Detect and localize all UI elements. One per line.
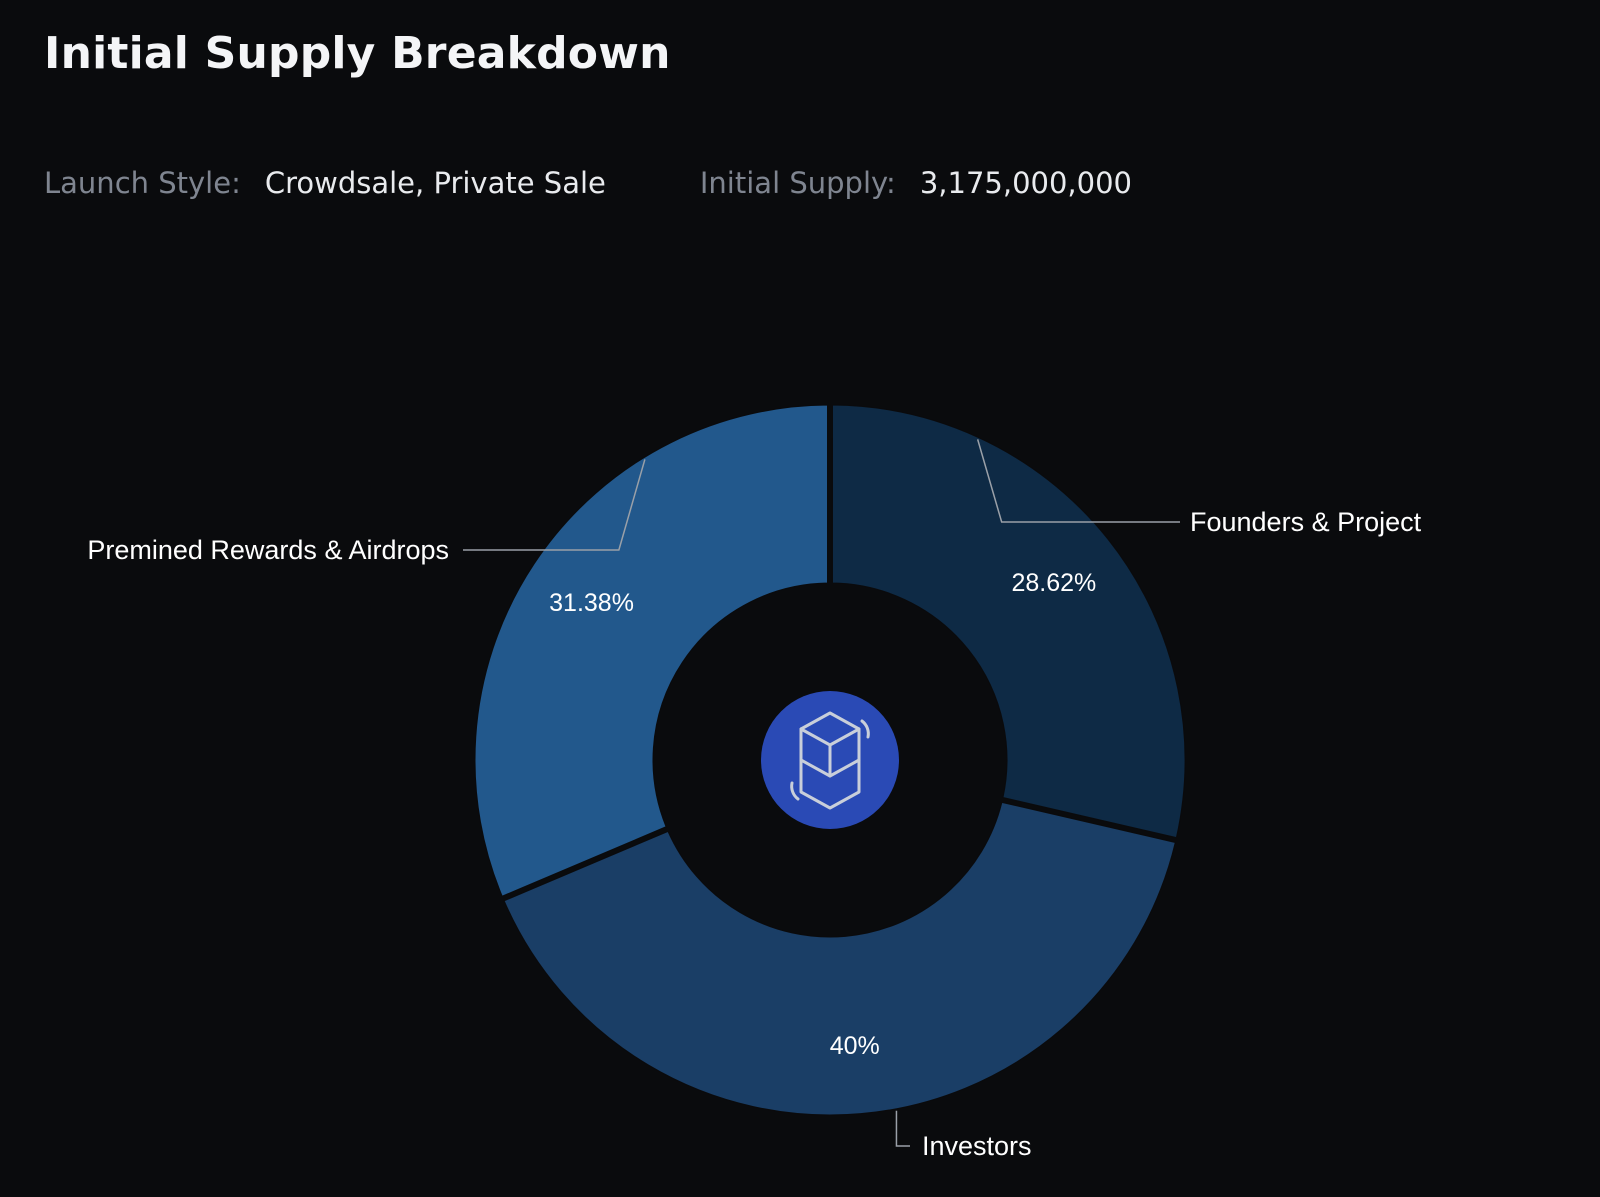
slice-founders-and-project[interactable] <box>832 404 1186 839</box>
percent-labels: 28.62% 40% 31.38% <box>549 569 1096 1060</box>
percent-label-founders-and-project: 28.62% <box>1011 569 1096 597</box>
category-label-investors: Investors <box>922 1131 1032 1161</box>
initial-supply-group: Initial Supply: 3,175,000,000 <box>700 166 1132 200</box>
launch-style-label: Launch Style: <box>44 166 241 200</box>
slice-investors[interactable] <box>503 801 1176 1116</box>
category-label-founders-and-project: Founders & Project <box>1190 507 1422 537</box>
launch-style-group: Launch Style: Crowdsale, Private Sale <box>44 166 606 200</box>
category-label-premined-rewards-and-airdrops: Premined Rewards & Airdrops <box>87 535 449 565</box>
slice-premined-rewards-and-airdrops[interactable] <box>474 404 828 897</box>
category-labels: Founders & Project Investors Premined Rewa… <box>87 507 1421 1161</box>
percent-label-investors: 40% <box>830 1032 880 1060</box>
leader-line-founders-and-project <box>976 439 1180 523</box>
leader-lines <box>463 439 1180 1147</box>
fantom-logo-icon <box>761 691 899 829</box>
initial-supply-value: 3,175,000,000 <box>919 166 1132 200</box>
leader-line-premined-rewards-and-airdrops <box>463 459 646 551</box>
fantom-cube-glyph <box>790 711 870 810</box>
page-title: Initial Supply Breakdown <box>44 28 671 79</box>
percent-label-premined-rewards-and-airdrops: 31.38% <box>549 589 634 617</box>
supply-info-row: Launch Style: Crowdsale, Private Sale In… <box>44 166 1132 200</box>
launch-style-value: Crowdsale, Private Sale <box>264 166 606 200</box>
leader-line-investors <box>895 1110 910 1147</box>
initial-supply-label: Initial Supply: <box>699 166 896 200</box>
donut-slices <box>474 404 1186 1116</box>
